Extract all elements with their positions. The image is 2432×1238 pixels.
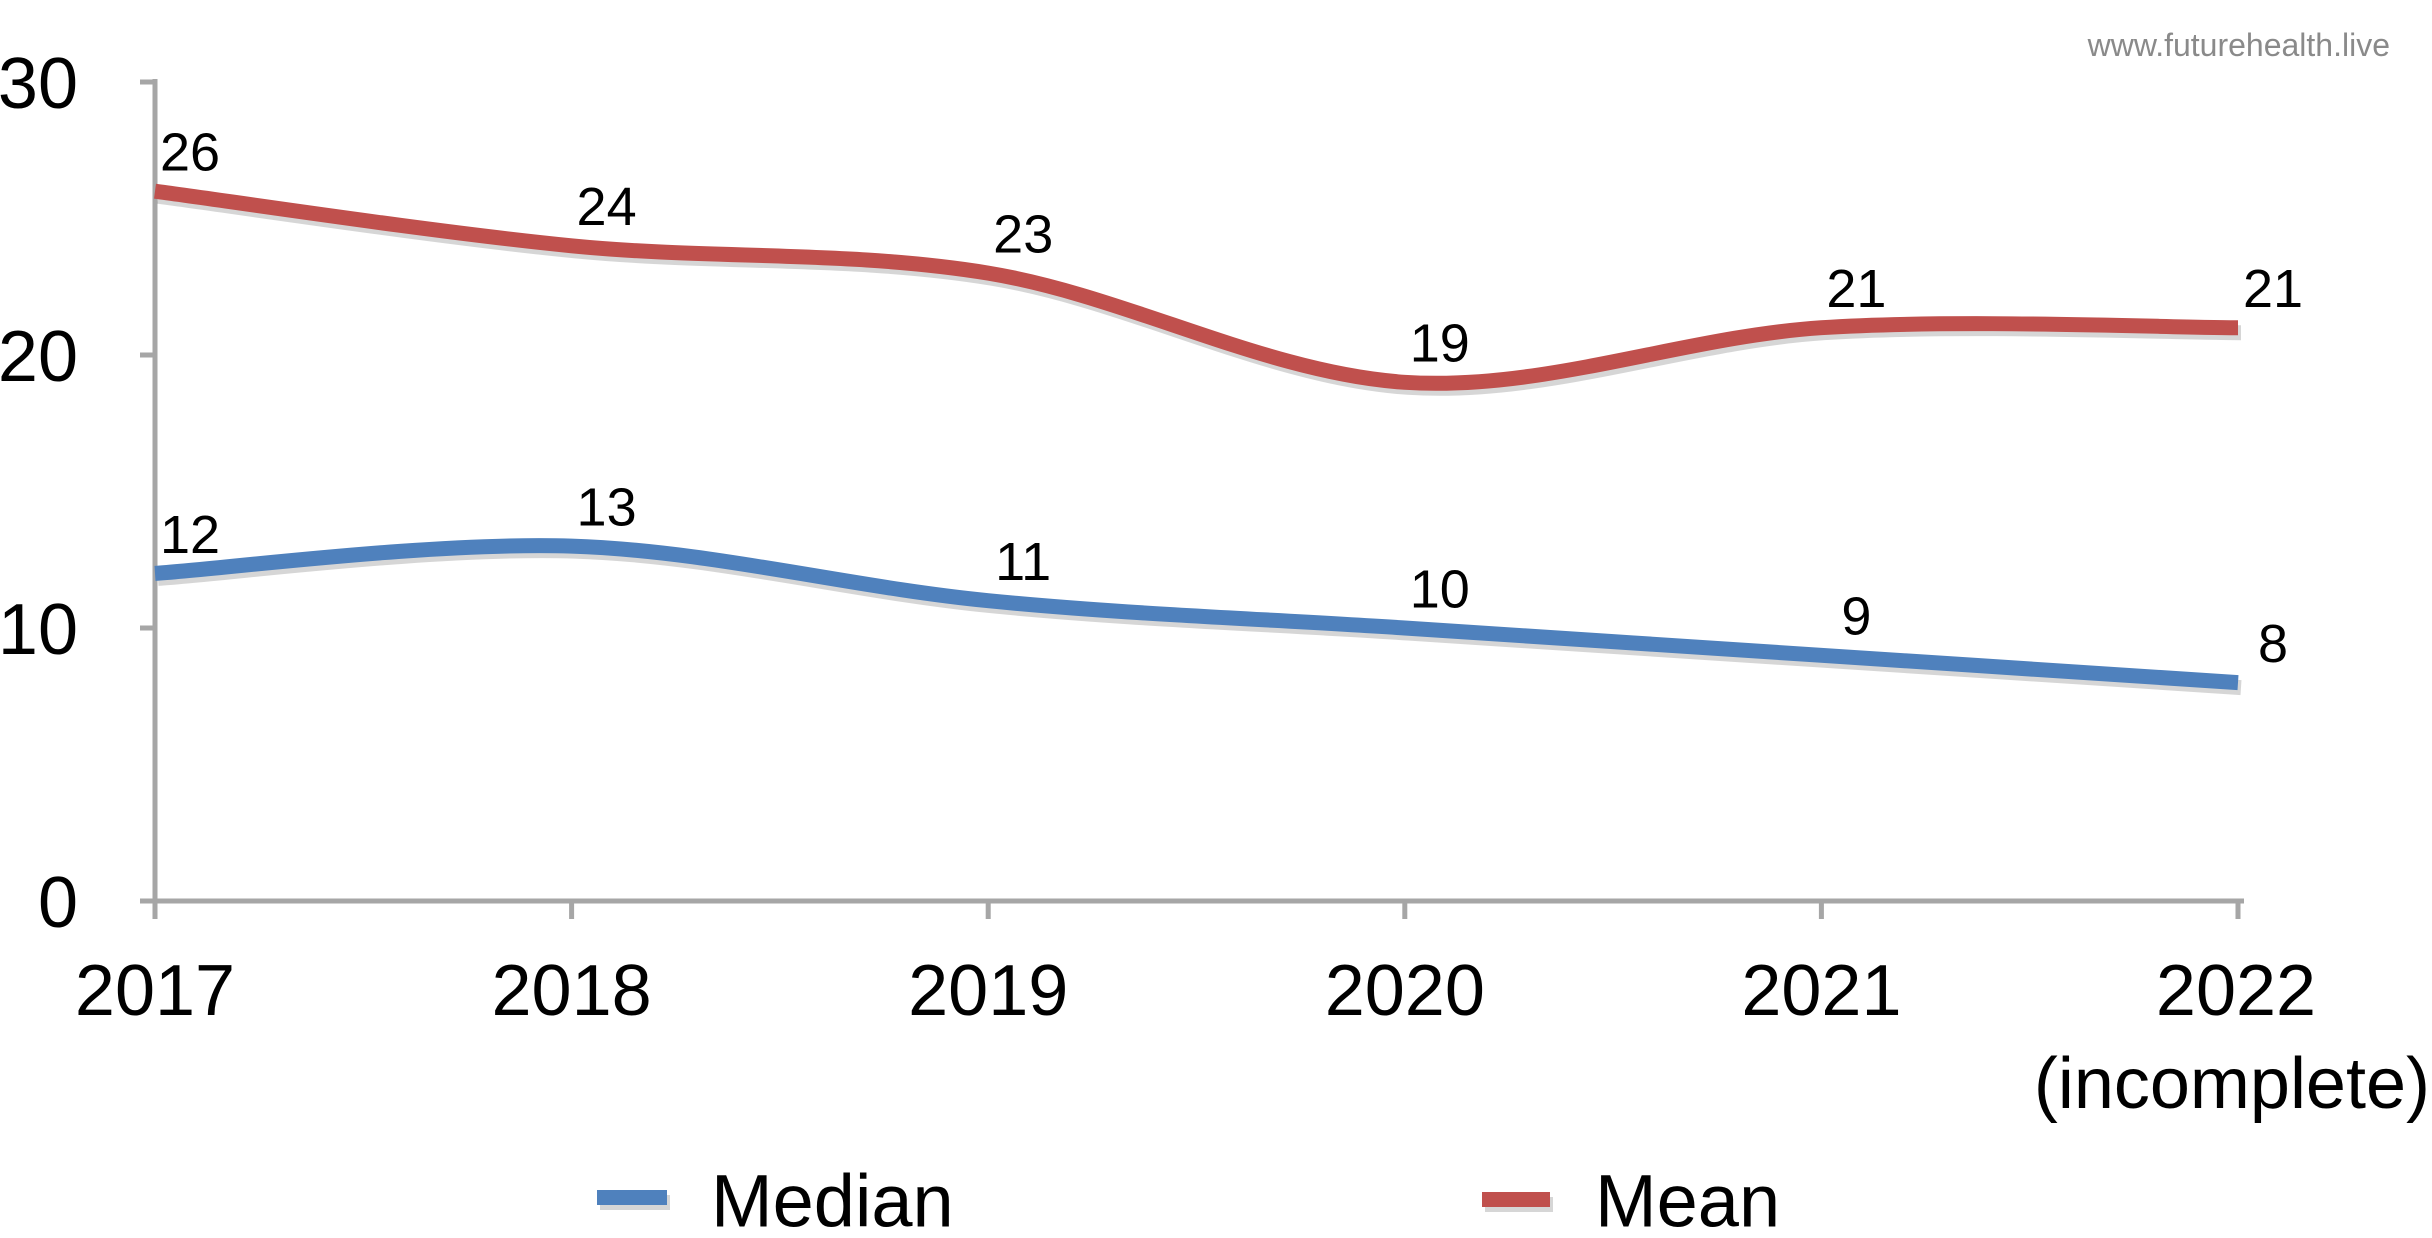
y-axis-label: 10 xyxy=(0,590,78,670)
median-data-label: 8 xyxy=(2258,614,2288,674)
x-axis-label: 2022 xyxy=(2156,951,2316,1031)
median-data-label: 9 xyxy=(1841,587,1871,647)
x-axis-label-note: (incomplete) xyxy=(2034,1044,2430,1124)
median-data-label: 11 xyxy=(995,532,1051,592)
x-axis-label: 2017 xyxy=(75,951,235,1031)
mean-data-label: 21 xyxy=(1826,259,1886,319)
x-axis-label: 2020 xyxy=(1325,951,1485,1031)
legend-swatch-median xyxy=(597,1190,667,1205)
median-data-label: 12 xyxy=(160,505,220,565)
median-line xyxy=(154,538,2239,691)
mean-data-label: 26 xyxy=(160,123,220,183)
legend-item-median: Median xyxy=(597,1160,954,1238)
y-axis-labels: 0 10 20 30 xyxy=(0,44,78,943)
mean-data-label: 21 xyxy=(2243,259,2303,319)
legend: Median Mean xyxy=(597,1160,1780,1238)
y-axis-label: 0 xyxy=(38,863,78,943)
median-data-label: 10 xyxy=(1410,559,1470,619)
mean-data-label: 23 xyxy=(993,205,1053,265)
data-labels: 12 13 11 10 9 8 26 24 23 19 21 21 xyxy=(160,123,2303,674)
x-axis-labels: 2017 2018 2019 2020 2021 2022 (incomplete) xyxy=(75,951,2430,1124)
x-axis-label: 2021 xyxy=(1741,951,1901,1031)
legend-label-mean: Mean xyxy=(1595,1160,1780,1238)
watermark-text: www.futurehealth.live xyxy=(2087,27,2390,63)
series-lines xyxy=(154,183,2239,691)
mean-data-label: 24 xyxy=(577,177,637,237)
legend-label-median: Median xyxy=(711,1160,954,1238)
x-axis-label: 2018 xyxy=(492,951,652,1031)
axes xyxy=(140,79,2244,919)
x-axis-label: 2019 xyxy=(908,951,1068,1031)
mean-line-shadow xyxy=(157,188,2242,396)
legend-swatch-mean xyxy=(1482,1192,1550,1207)
y-axis-label: 30 xyxy=(0,44,78,124)
y-axis-label: 20 xyxy=(0,317,78,397)
mean-data-label: 19 xyxy=(1410,314,1470,374)
mean-line xyxy=(154,183,2239,391)
median-data-label: 13 xyxy=(577,478,637,538)
legend-item-mean: Mean xyxy=(1482,1160,1780,1238)
